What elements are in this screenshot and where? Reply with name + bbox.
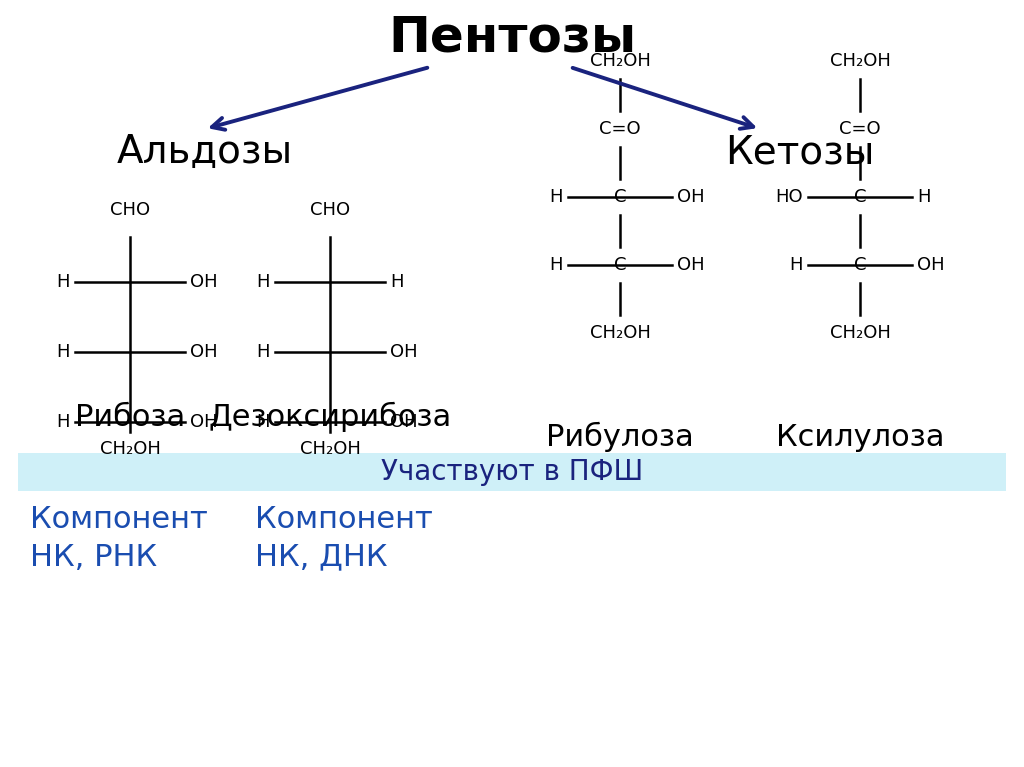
Text: H: H — [390, 273, 403, 291]
Text: H: H — [56, 413, 70, 431]
Text: OH: OH — [390, 343, 418, 361]
Text: OH: OH — [390, 413, 418, 431]
Text: H: H — [790, 256, 803, 274]
Text: Рибоза: Рибоза — [75, 403, 185, 432]
Text: Компонент: Компонент — [30, 505, 208, 534]
Text: НК, ДНК: НК, ДНК — [255, 542, 387, 571]
Text: Кетозы: Кетозы — [725, 133, 874, 171]
Text: H: H — [550, 256, 563, 274]
FancyBboxPatch shape — [18, 453, 1006, 491]
Text: C: C — [854, 256, 866, 274]
Text: НК, РНК: НК, РНК — [30, 542, 157, 571]
Text: CH₂OH: CH₂OH — [590, 52, 650, 70]
Text: Дезоксирибоза: Дезоксирибоза — [208, 402, 452, 432]
Text: Альдозы: Альдозы — [117, 133, 293, 171]
Text: H: H — [550, 188, 563, 206]
Text: OH: OH — [677, 188, 705, 206]
Text: C: C — [613, 256, 627, 274]
Text: C: C — [613, 188, 627, 206]
Text: C=O: C=O — [840, 120, 881, 138]
Text: CH₂OH: CH₂OH — [590, 324, 650, 342]
Text: H: H — [918, 188, 931, 206]
Text: OH: OH — [918, 256, 944, 274]
Text: OH: OH — [190, 273, 218, 291]
Text: OH: OH — [190, 413, 218, 431]
Text: Пентозы: Пентозы — [388, 13, 636, 61]
Text: C: C — [854, 188, 866, 206]
Text: CH₂OH: CH₂OH — [99, 440, 161, 458]
Text: H: H — [56, 273, 70, 291]
Text: Компонент: Компонент — [255, 505, 433, 534]
Text: Рибулоза: Рибулоза — [546, 422, 694, 452]
Text: CH₂OH: CH₂OH — [300, 440, 360, 458]
Text: OH: OH — [190, 343, 218, 361]
Text: H: H — [256, 273, 270, 291]
Text: CH₂OH: CH₂OH — [829, 324, 891, 342]
Text: H: H — [256, 343, 270, 361]
Text: H: H — [56, 343, 70, 361]
Text: CHO: CHO — [110, 201, 151, 219]
Text: Ксилулоза: Ксилулоза — [776, 423, 944, 452]
Text: OH: OH — [677, 256, 705, 274]
Text: HO: HO — [775, 188, 803, 206]
Text: CH₂OH: CH₂OH — [829, 52, 891, 70]
Text: CHO: CHO — [310, 201, 350, 219]
Text: C=O: C=O — [599, 120, 641, 138]
Text: H: H — [256, 413, 270, 431]
Text: Участвуют в ПФШ: Участвуют в ПФШ — [381, 458, 643, 486]
